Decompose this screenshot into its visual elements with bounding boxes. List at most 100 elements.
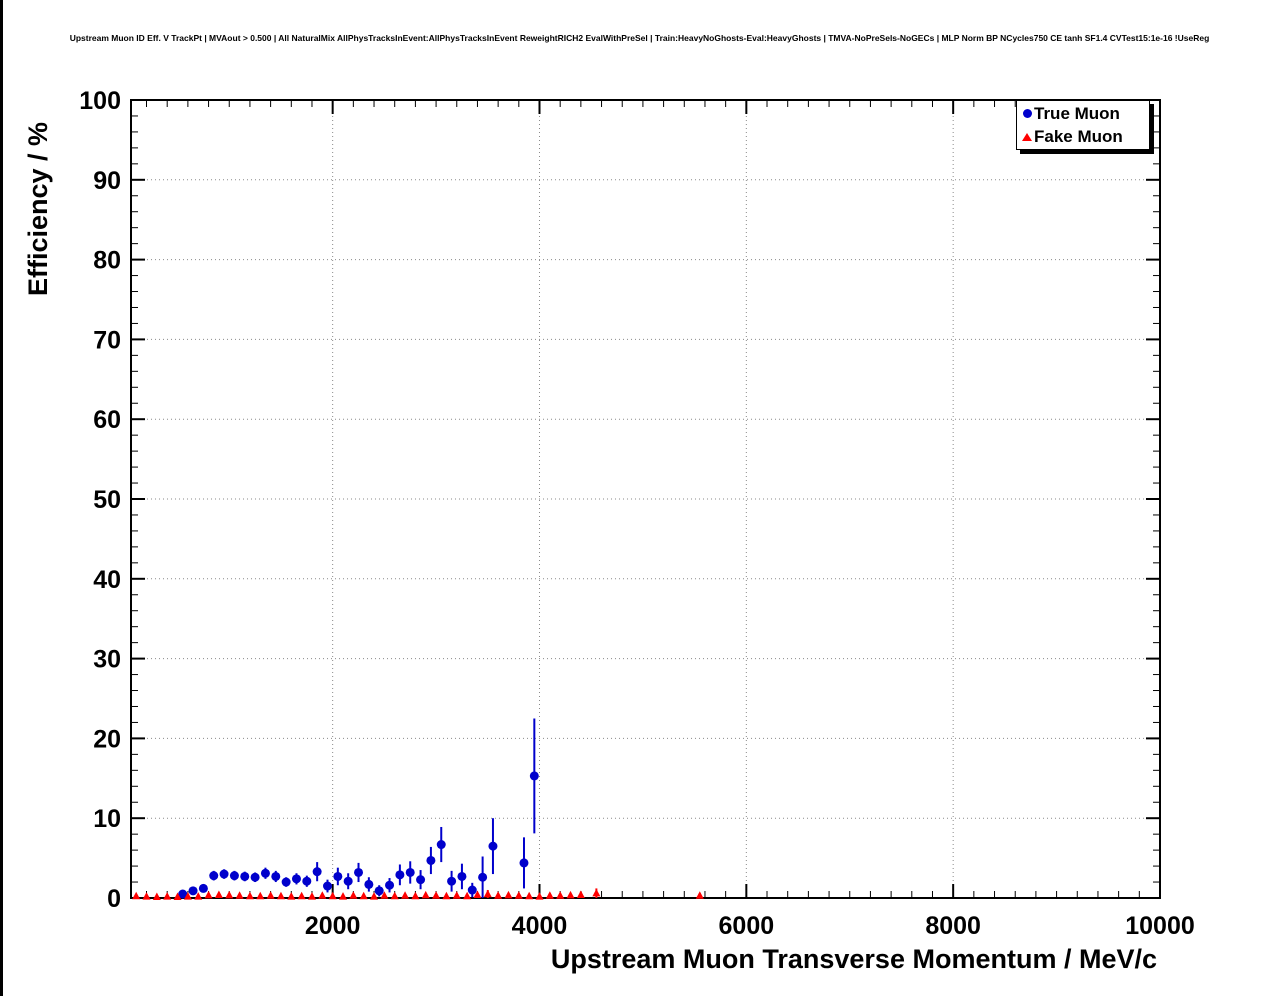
data-point-triangle [276, 891, 285, 900]
data-point-circle [198, 883, 208, 893]
data-point-circle [322, 881, 332, 891]
data-point-circle [405, 867, 415, 877]
svg-text:40: 40 [93, 566, 121, 594]
svg-text:0: 0 [107, 885, 121, 913]
legend-entry-fake-muon: Fake Muon [1017, 125, 1149, 148]
plot-frame [130, 99, 1161, 899]
data-point-triangle [142, 892, 151, 900]
data-point-triangle [245, 891, 254, 900]
data-point-triangle [473, 890, 482, 899]
svg-text:30: 30 [93, 646, 121, 674]
data-point-circle [333, 871, 343, 881]
data-point-triangle [183, 892, 192, 900]
data-point-circle [209, 871, 219, 881]
data-point-triangle [576, 890, 585, 899]
plot-area: 2000 4000 6000 8000 10000 0 10 20 30 40 50 60 70 80 90… [79, 87, 1195, 940]
circle-marker-icon [1022, 109, 1032, 118]
data-point-circle [529, 771, 539, 781]
data-point-circle [416, 875, 426, 885]
data-point-triangle [401, 891, 410, 899]
data-point-triangle [380, 891, 389, 899]
data-point-triangle [483, 889, 492, 898]
svg-text:50: 50 [93, 486, 121, 514]
data-point-circle [302, 876, 312, 886]
data-point-circle [312, 867, 322, 877]
axis-ticks [131, 99, 1161, 899]
data-point-circle [395, 870, 405, 880]
data-point-triangle [349, 891, 358, 899]
data-point-triangle [297, 891, 306, 900]
data-point-triangle [307, 892, 316, 900]
data-point-circle [250, 872, 260, 882]
data-point-triangle [566, 890, 575, 899]
triangle-marker-icon [1022, 132, 1032, 141]
data-point-triangle [370, 892, 379, 900]
data-point-triangle [173, 892, 182, 901]
y-tick-labels: 0 10 20 30 40 50 60 70 80 90 100 [79, 87, 121, 913]
data-point-triangle [463, 891, 472, 900]
data-point-triangle [339, 892, 348, 900]
data-point-circle [436, 840, 446, 850]
axis-minor-ticks [131, 100, 1160, 898]
data-point-triangle [545, 891, 554, 899]
data-point-circle [519, 858, 529, 868]
x-tick-labels: 2000 4000 6000 8000 10000 [305, 912, 1195, 940]
data-point-triangle [214, 890, 223, 899]
data-point-triangle [287, 892, 296, 900]
svg-text:10: 10 [93, 805, 121, 833]
data-point-circle [229, 871, 239, 881]
svg-text:4000: 4000 [512, 912, 568, 940]
data-point-triangle [359, 891, 368, 900]
data-point-circle [478, 872, 488, 882]
data-point-triangle [235, 891, 244, 899]
data-point-triangle [204, 890, 213, 899]
data-point-circle [426, 855, 436, 865]
data-point-triangle [494, 891, 503, 899]
legend-label-true-muon: True Muon [1034, 104, 1120, 123]
plot-title: Upstream Muon ID Eff. V TrackPt | MVAout… [69, 33, 1210, 43]
data-point-triangle [514, 891, 523, 899]
data-point-triangle [328, 891, 337, 900]
data-point-triangle [442, 891, 451, 900]
data-point-circle [260, 868, 270, 878]
data-point-circle [271, 871, 281, 881]
svg-text:80: 80 [93, 247, 121, 275]
data-point-circle [178, 889, 188, 899]
data-point-triangle [390, 891, 399, 900]
series-true-muon [178, 718, 539, 899]
data-point-circle [385, 880, 395, 890]
svg-text:100: 100 [79, 87, 121, 115]
data-point-triangle [225, 890, 234, 899]
data-point-triangle [525, 891, 534, 900]
svg-text:20: 20 [93, 725, 121, 753]
data-point-circle [374, 886, 384, 896]
data-point-triangle [318, 891, 327, 899]
legend-label-fake-muon: Fake Muon [1034, 127, 1123, 146]
x-axis-label: Upstream Muon Transverse Momentum / MeV/… [550, 944, 1157, 974]
svg-text:60: 60 [93, 406, 121, 434]
data-point-triangle [266, 891, 275, 899]
svg-text:10000: 10000 [1125, 912, 1195, 940]
legend-marker-cell [1020, 132, 1034, 141]
svg-text:90: 90 [93, 167, 121, 195]
data-point-triangle [504, 890, 513, 899]
legend: True Muon Fake Muon [1016, 100, 1150, 150]
svg-text:2000: 2000 [305, 912, 361, 940]
data-point-triangle [163, 892, 172, 900]
data-point-circle [467, 885, 477, 895]
data-point-triangle [452, 891, 461, 899]
data-point-triangle [256, 891, 265, 900]
data-point-triangle [421, 890, 430, 899]
svg-text:70: 70 [93, 326, 121, 354]
data-point-circle [240, 871, 250, 881]
data-point-triangle [132, 891, 141, 900]
data-point-triangle [432, 891, 441, 899]
data-point-circle [291, 874, 301, 884]
data-point-circle [457, 871, 467, 881]
data-point-triangle [152, 892, 161, 901]
data-point-triangle [411, 891, 420, 900]
data-point-circle [488, 841, 498, 851]
data-point-circle [364, 879, 374, 889]
svg-text:8000: 8000 [925, 912, 981, 940]
